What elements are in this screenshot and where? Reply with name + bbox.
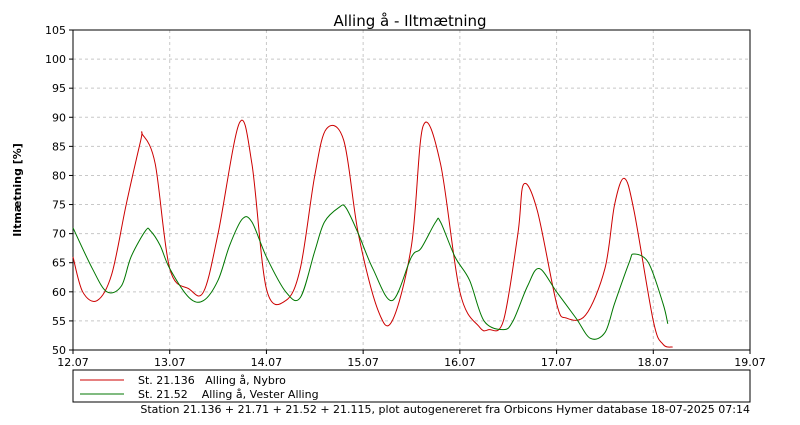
series-line-nybro (72, 119, 673, 348)
y-tick-label: 65 (52, 257, 66, 270)
legend-label-vester-alling: St. 21.52 Alling å, Vester Alling (138, 388, 319, 401)
legend-box (72, 369, 751, 403)
y-tick-label: 70 (52, 228, 66, 241)
x-tick-label: 17.07 (541, 356, 573, 369)
y-tick-label: 75 (52, 199, 66, 212)
plot-area (72, 29, 751, 351)
y-tick-label: 80 (52, 169, 66, 182)
series-lines (72, 119, 673, 348)
axes: 50 55 60 65 70 75 80 85 90 95 100 105 12.07 13.07 14.0… (45, 24, 766, 369)
y-tick-label: 50 (52, 344, 66, 357)
legend-label-nybro: St. 21.136 Alling å, Nybro (138, 374, 286, 387)
y-tick-label: 100 (45, 53, 66, 66)
x-tick-label: 15.07 (347, 356, 379, 369)
y-axis-label: Iltmætning [%] (11, 143, 24, 237)
footer-note: Station 21.136 + 21.71 + 21.52 + 21.115,… (140, 403, 750, 416)
chart-title: Alling å - Iltmætning (333, 12, 486, 30)
x-tick-label: 19.07 (734, 356, 766, 369)
grid (73, 30, 750, 350)
x-tick-label: 14.07 (251, 356, 283, 369)
legend: St. 21.136 Alling å, Nybro St. 21.52 All… (72, 369, 751, 403)
y-tick-label: 60 (52, 286, 66, 299)
y-tick-label: 90 (52, 111, 66, 124)
x-tick-label: 13.07 (154, 356, 186, 369)
x-tick-label: 16.07 (444, 356, 476, 369)
series-line-vester-alling (72, 204, 669, 340)
y-tick-label: 105 (45, 24, 66, 37)
x-tick-label: 18.07 (638, 356, 670, 369)
y-tick-label: 85 (52, 140, 66, 153)
x-tick-label: 12.07 (57, 356, 89, 369)
y-tick-label: 55 (52, 315, 66, 328)
y-tick-label: 95 (52, 82, 66, 95)
